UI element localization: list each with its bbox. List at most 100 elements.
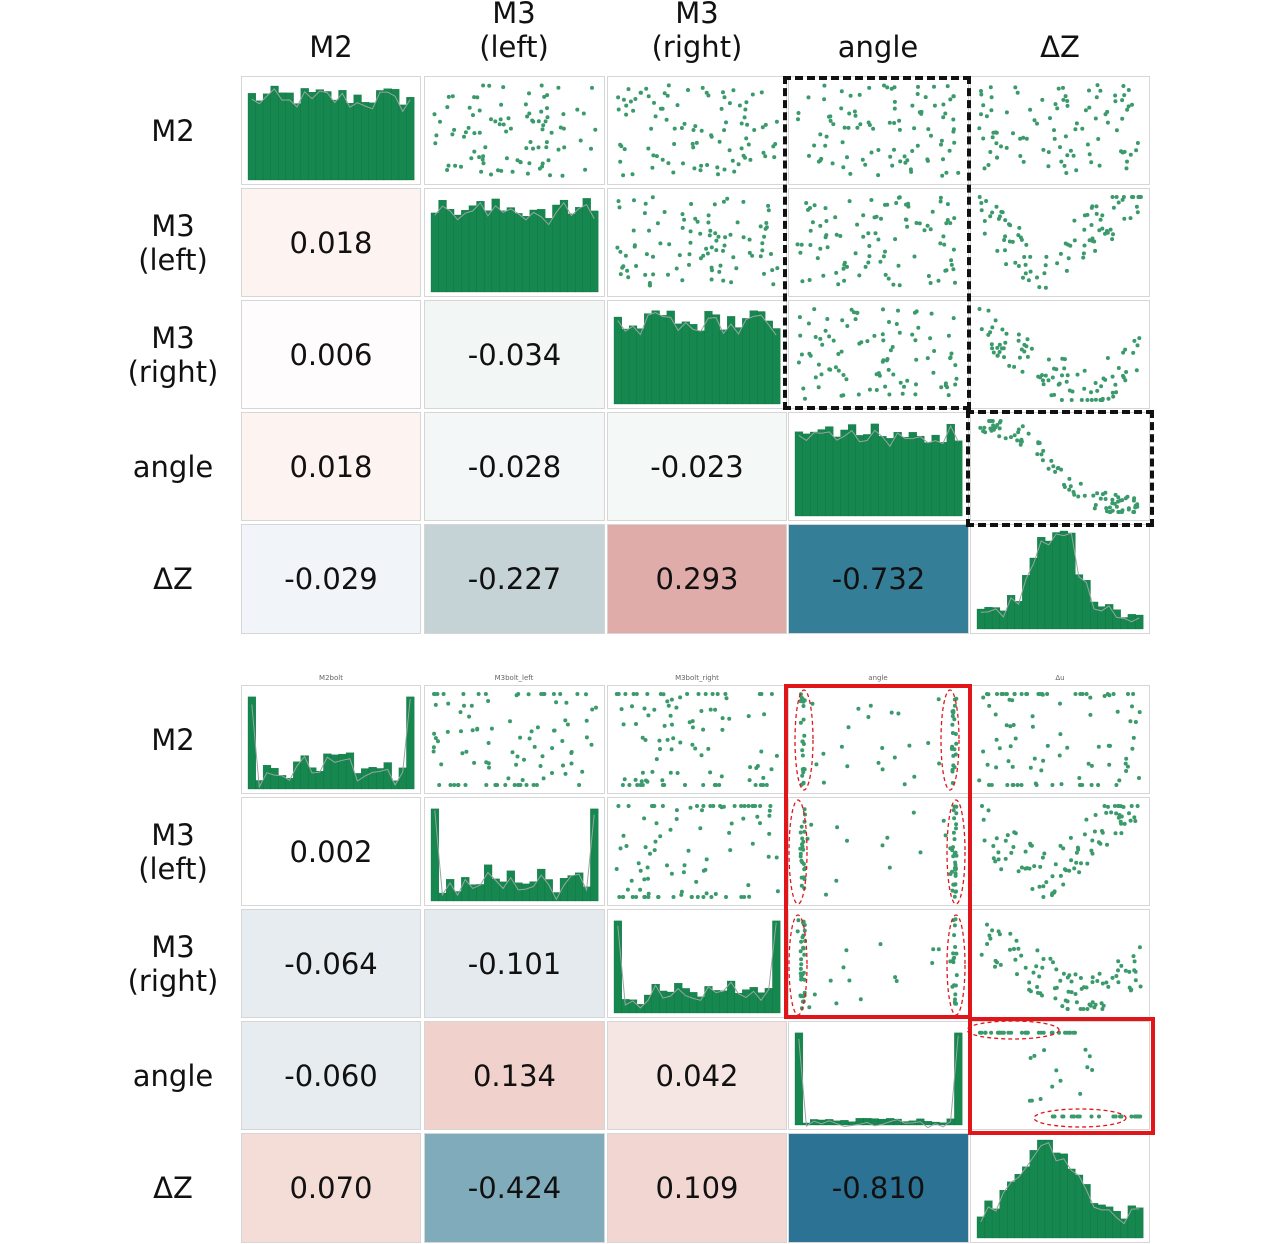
scatter-point — [650, 195, 655, 200]
scatter-point — [720, 727, 725, 732]
scatter-point — [1112, 501, 1117, 506]
scatter-point — [1116, 495, 1121, 500]
scatter-point — [1137, 710, 1142, 715]
scatter-point — [799, 858, 804, 863]
scatter-point — [1090, 238, 1095, 243]
scatter-point — [945, 385, 950, 390]
scatter-point — [1096, 137, 1101, 141]
scatter-point — [938, 199, 943, 204]
scatter-point — [540, 164, 545, 169]
row-label: ΔZ — [153, 562, 193, 596]
scatter-point — [1003, 340, 1008, 345]
scatter-point — [950, 709, 955, 714]
scatter-point — [878, 259, 883, 264]
hist-bar — [308, 92, 317, 181]
scatter-point — [1114, 390, 1119, 395]
histogram-cell — [970, 524, 1150, 634]
scatter-point — [867, 254, 872, 259]
histogram-plot — [247, 85, 415, 181]
scatter-point — [824, 233, 829, 238]
scatter-point — [433, 736, 438, 741]
scatter-point — [892, 755, 897, 760]
scatter-point — [841, 373, 846, 377]
scatter-point — [1075, 372, 1080, 377]
scatter-plot — [431, 692, 598, 787]
scatter-point — [1046, 357, 1051, 362]
hist-bar — [567, 213, 576, 293]
scatter-point — [672, 142, 677, 146]
scatter-point — [742, 895, 747, 899]
scatter-point — [643, 845, 648, 850]
scatter-point — [1122, 821, 1127, 826]
scatter-point — [856, 706, 861, 711]
hist-bar — [1022, 575, 1031, 630]
hist-bar — [1007, 1181, 1016, 1239]
scatter-point — [948, 846, 953, 851]
hist-bar — [1014, 1173, 1023, 1239]
scatter-point — [690, 725, 695, 730]
scatter-point — [746, 714, 751, 719]
scatter-point — [558, 692, 563, 696]
scatter-point — [1043, 285, 1048, 290]
scatter-point — [997, 426, 1002, 431]
scatter-point — [931, 947, 936, 952]
scatter-point — [436, 739, 440, 744]
scatter-point — [948, 97, 953, 102]
scatter-point — [988, 214, 993, 219]
scatter-point — [764, 225, 769, 230]
scatter-point — [674, 705, 679, 710]
scatter-point — [986, 692, 991, 697]
scatter-point — [833, 215, 838, 220]
scatter-point — [1023, 866, 1028, 871]
scatter-point — [952, 816, 957, 821]
scatter-point — [667, 242, 672, 247]
scatter-point — [737, 103, 742, 108]
row-label: ΔZ — [153, 1171, 193, 1205]
scatter-point — [802, 819, 807, 824]
scatter-point — [1116, 980, 1121, 985]
scatter-point — [1025, 692, 1030, 696]
scatter-point — [487, 83, 492, 88]
scatter-point — [892, 121, 897, 125]
scatter-point — [714, 238, 719, 243]
hist-bar — [521, 883, 531, 902]
scatter-point — [861, 234, 866, 239]
scatter-point — [675, 103, 680, 108]
row-label: M2 — [151, 722, 195, 757]
scatter-point — [1094, 95, 1099, 100]
scatter-point — [700, 85, 705, 90]
scatter-point — [445, 729, 450, 734]
scatter-point — [1026, 278, 1031, 283]
scatter-point — [1078, 783, 1082, 787]
scatter-point — [674, 808, 679, 813]
scatter-point — [713, 231, 718, 236]
scatter-point — [950, 781, 955, 785]
scatter-point — [540, 161, 545, 166]
scatter-point — [682, 863, 687, 868]
scatter-point — [669, 747, 674, 752]
scatter-point — [701, 253, 706, 258]
scatter-point — [1062, 366, 1067, 371]
scatter-point — [1100, 1007, 1105, 1011]
scatter-point — [926, 274, 931, 278]
scatter-point — [769, 252, 773, 256]
scatter-point — [812, 992, 817, 997]
scatter-point — [660, 804, 665, 808]
scatter-point — [1092, 1005, 1097, 1010]
scatter-point — [917, 221, 922, 226]
scatter-point — [1063, 134, 1068, 139]
scatter-point — [977, 307, 982, 311]
scatter-point — [1023, 849, 1028, 854]
scatter-point — [463, 783, 468, 787]
scatter-point — [999, 209, 1004, 214]
hist-bar — [368, 767, 377, 790]
hist-bar — [666, 310, 675, 405]
scatter-point — [459, 729, 463, 734]
scatter-point — [887, 865, 892, 870]
scatter-point — [1069, 398, 1074, 402]
scatter-point — [556, 85, 561, 90]
correlation-cell: -0.034 — [424, 300, 605, 409]
scatter-point — [515, 754, 520, 759]
scatter-point — [798, 846, 803, 851]
scatter-point — [1119, 831, 1124, 836]
